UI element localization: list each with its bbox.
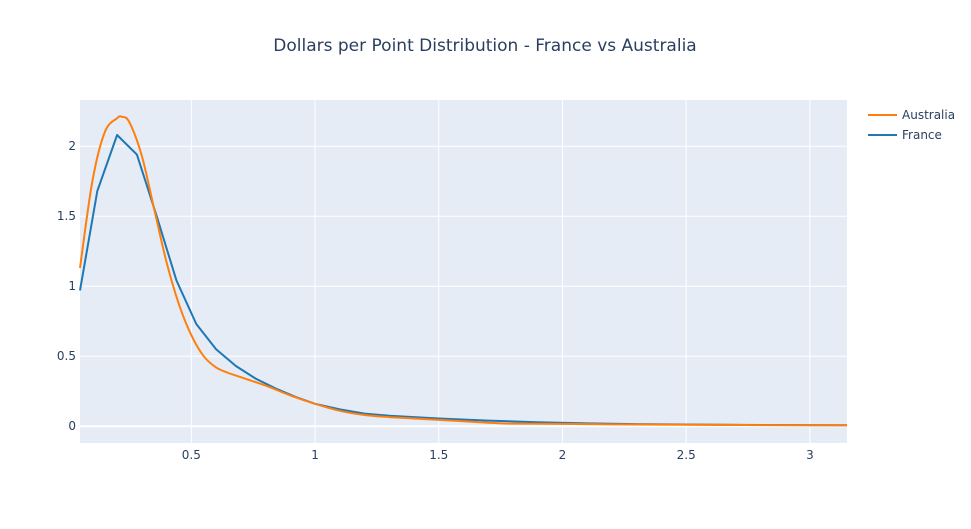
- legend-label: Australia: [902, 108, 955, 122]
- x-tick-label: 3: [806, 448, 814, 462]
- x-tick-label: 2.5: [677, 448, 696, 462]
- x-tick-label: 1: [311, 448, 319, 462]
- x-tick-label: 1.5: [429, 448, 448, 462]
- x-tick-label: 0.5: [182, 448, 201, 462]
- x-axis-ticks: 0.5 1 1.5 2 2.5 3: [182, 448, 814, 462]
- y-axis-ticks: 0 0.5 1 1.5 2: [57, 139, 76, 433]
- plot-background: [80, 100, 847, 443]
- series-lines: [79, 115, 848, 427]
- x-tick-label: 2: [559, 448, 567, 462]
- grid-lines: [80, 100, 847, 443]
- y-tick-label: 0.5: [57, 349, 76, 363]
- y-tick-label: 0: [68, 419, 76, 433]
- legend-item-australia[interactable]: Australia: [868, 108, 955, 122]
- y-tick-label: 1.5: [57, 209, 76, 223]
- legend-label: France: [902, 128, 942, 142]
- y-tick-label: 1: [68, 279, 76, 293]
- series-line-australia[interactable]: [79, 115, 848, 427]
- y-tick-label: 2: [68, 139, 76, 153]
- chart-title: Dollars per Point Distribution - France …: [273, 36, 696, 56]
- legend[interactable]: Australia France: [868, 108, 955, 142]
- legend-item-france[interactable]: France: [868, 128, 942, 142]
